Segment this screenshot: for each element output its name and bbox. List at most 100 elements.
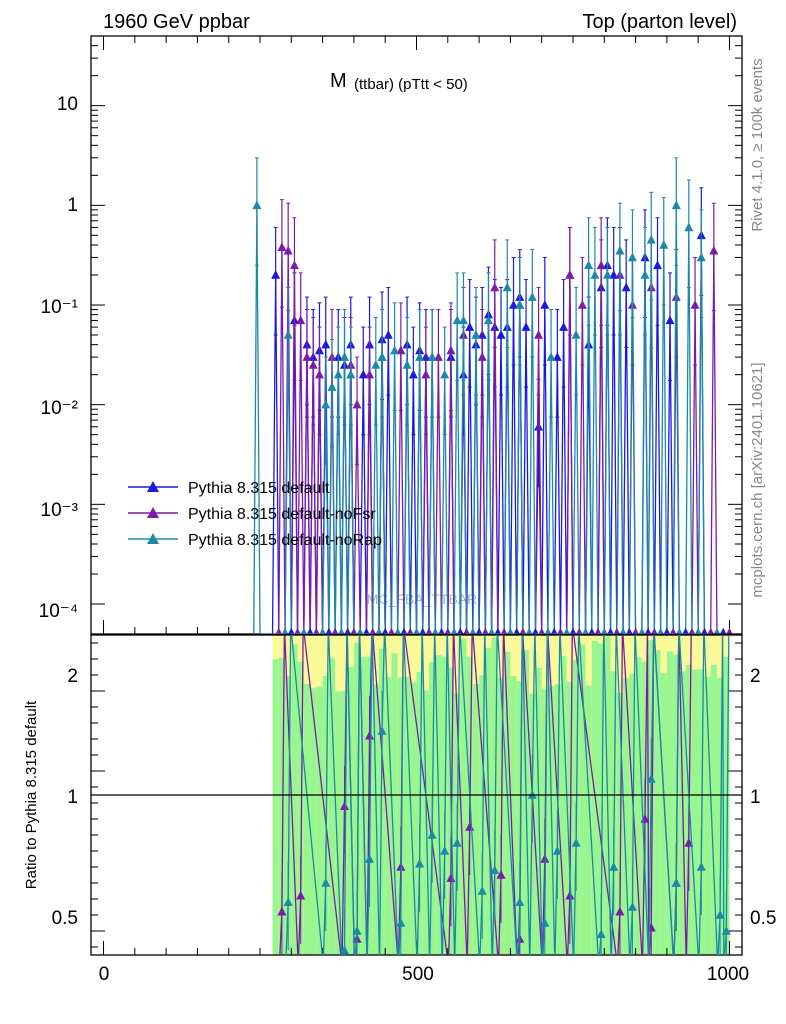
band-green: [623, 678, 630, 955]
band-green: [272, 659, 279, 955]
band-green: [291, 644, 298, 955]
underflow-marker: [476, 627, 482, 634]
data-point-noRap: [458, 315, 468, 325]
data-point-noRap: [333, 369, 343, 379]
ratio-point-noRap: [671, 878, 681, 887]
data-point-noFsr: [365, 369, 375, 379]
underflow-marker: [426, 627, 432, 634]
data-point-noFsr: [433, 352, 443, 361]
underflow-marker: [325, 627, 332, 634]
data-point-noFsr: [296, 315, 306, 325]
data-point-noRap: [659, 239, 669, 249]
data-point-noRap: [615, 245, 625, 255]
underflow-marker: [676, 627, 683, 634]
underflow-marker: [394, 627, 401, 634]
ratio-tick-label-1: 1: [67, 787, 78, 808]
y-tick-label-0.1: 10⁻¹: [41, 297, 79, 318]
legend-marker-default: [147, 481, 159, 492]
underflow-marker: [551, 627, 558, 634]
data-point-default: [584, 339, 594, 349]
underflow-marker: [357, 627, 364, 634]
underflow-marker: [595, 627, 601, 634]
data-point-noRap: [584, 260, 594, 270]
data-point-noRap: [546, 352, 556, 361]
band-green: [716, 678, 724, 955]
data-point-noRap: [483, 315, 493, 325]
data-point-noRap: [590, 269, 600, 279]
underflow-marker: [632, 627, 639, 634]
ratio-tick-label-right-1: 1: [750, 787, 761, 808]
band-green: [391, 653, 398, 955]
data-point-noRap: [346, 369, 356, 379]
legend-label-default: Pythia 8.315 default: [188, 480, 330, 497]
ratio-point-noRap: [490, 865, 500, 874]
underflow-marker: [620, 627, 626, 634]
underflow-marker: [494, 627, 501, 634]
ratio-series-noRap: [283, 635, 731, 955]
data-point-noRap: [640, 269, 650, 279]
underflow-marker: [463, 627, 470, 634]
band-green: [654, 650, 661, 955]
underflow-marker: [438, 627, 445, 634]
underflow-marker: [382, 627, 389, 634]
data-point-noFsr: [709, 245, 719, 255]
underflow-marker: [457, 627, 464, 634]
ratio-point-noRap: [596, 929, 606, 938]
data-point-noRap: [440, 369, 450, 379]
data-point-noRap: [283, 330, 293, 339]
underflow-marker: [513, 627, 520, 634]
underflow-marker: [288, 627, 295, 634]
underflow-marker: [413, 627, 420, 634]
data-point-noFsr: [308, 360, 318, 369]
legend: Pythia 8.315 default Pythia 8.315 defaul…: [128, 480, 382, 549]
underflow-marker: [451, 627, 457, 634]
data-point-default: [509, 299, 519, 309]
data-point-default: [652, 260, 662, 270]
band-green: [278, 657, 286, 955]
underflow-marker: [664, 627, 670, 634]
underflow-marker: [645, 627, 651, 634]
underflow-marker: [419, 627, 426, 634]
data-point-noFsr: [302, 352, 312, 361]
main-axis-ticks: [91, 35, 742, 634]
underflow-marker: [275, 627, 282, 634]
data-point-noRap: [377, 352, 387, 361]
underflow-marker: [307, 627, 313, 634]
underflow-marker: [332, 627, 339, 634]
underflow-marker: [294, 627, 301, 634]
band-green: [316, 686, 323, 955]
underflow-marker: [570, 627, 576, 634]
data-point-default: [521, 322, 531, 331]
band-green: [579, 644, 586, 955]
ratio-point-noFsr: [615, 906, 625, 916]
underflow-marker: [563, 627, 570, 634]
underflow-marker: [557, 627, 564, 634]
data-point-noRap: [602, 269, 612, 279]
ratio-point-noRap: [609, 862, 619, 871]
ratio-point-noRap: [340, 945, 350, 954]
ratio-point-noRap: [696, 862, 706, 871]
band-green: [353, 642, 361, 955]
series-noRap: [252, 157, 706, 634]
underflow-marker: [319, 627, 326, 634]
header-process-label: Top (parton level): [582, 11, 737, 33]
y-tick-label-1: 1: [67, 195, 78, 216]
ratio-point-noFsr: [296, 890, 306, 900]
ratio-point-noRap: [377, 726, 387, 735]
data-point-noRap: [646, 234, 656, 244]
data-point-noFsr: [490, 282, 500, 292]
band-green: [310, 688, 317, 955]
underflow-marker: [613, 627, 620, 634]
legend-marker-nofsr: [147, 507, 159, 518]
band-green: [322, 675, 329, 955]
data-point-default: [665, 315, 675, 325]
data-point-noFsr: [396, 345, 406, 355]
data-point-default: [271, 269, 281, 279]
data-point-default: [540, 299, 550, 309]
underflow-marker: [707, 627, 714, 634]
header-energy-label: 1960 GeV ppbar: [103, 11, 250, 33]
band-green: [510, 676, 517, 955]
data-point-noRap: [415, 352, 425, 361]
underflow-marker: [282, 627, 288, 634]
ratio-point-noRap: [715, 910, 725, 919]
